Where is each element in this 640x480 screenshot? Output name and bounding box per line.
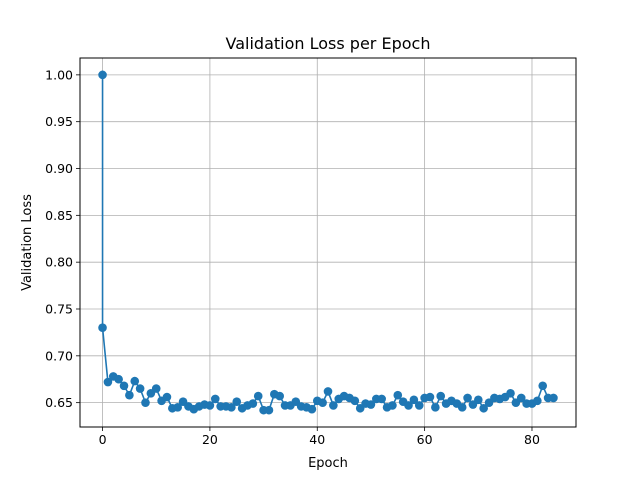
data-point [210,394,220,404]
data-point [173,403,182,412]
data-point [549,393,558,403]
data-point [474,395,483,405]
x-tick-label: 40 [309,432,325,447]
data-point [350,396,360,406]
data-point [404,401,413,410]
data-point [151,384,161,393]
data-point [264,405,274,415]
y-tick-label: 1.00 [45,67,73,82]
data-point [414,401,424,410]
y-tick-label: 0.70 [45,348,73,363]
x-tick-label: 20 [202,432,218,447]
y-tick-label: 0.80 [45,255,73,270]
series-layer [98,70,558,415]
data-point [119,381,129,391]
data-point [232,397,242,407]
y-tick-label: 0.65 [45,395,73,410]
data-point [323,387,333,396]
data-point [329,401,338,410]
data-point [307,404,317,414]
data-point [479,403,488,413]
data-point [98,70,107,80]
data-point [227,403,236,412]
data-point [533,396,542,406]
y-tick-label: 0.85 [45,208,73,223]
x-tick-label: 80 [524,432,540,447]
data-point [130,376,140,386]
data-point [141,398,150,407]
data-point [431,403,440,412]
data-point [436,391,446,401]
data-point [318,398,327,407]
data-point [409,395,419,405]
y-tick-label: 0.75 [45,301,73,316]
plot-frame [79,57,577,428]
data-point [538,381,548,391]
data-point [388,401,397,410]
data-point [125,390,134,400]
data-point [393,390,403,400]
data-point [425,392,435,402]
data-point [463,393,472,403]
data-point [516,393,526,403]
y-axis-label: Validation Loss [20,194,35,291]
x-tick-label: 0 [99,432,107,447]
data-point [275,391,284,401]
data-point [366,400,376,409]
data-point [98,323,107,333]
data-point [103,377,113,387]
x-axis-label: Epoch [308,456,348,471]
data-point [377,394,386,404]
data-point [506,388,515,398]
data-point [135,384,145,393]
data-point [162,392,172,402]
data-point [457,403,467,412]
data-point [253,391,263,401]
data-point [114,374,123,384]
x-tick-label: 60 [417,432,433,447]
data-point [248,399,258,408]
y-tick-label: 0.95 [45,114,73,129]
data-point [205,401,215,410]
y-tick-label: 0.90 [45,161,73,176]
chart-title: Validation Loss per Epoch [226,34,431,53]
tick-layer: 0 20 40 60 80 0.65 0.70 0.75 0.80 0.85 0.90 0.95 1.0… [45,67,540,447]
